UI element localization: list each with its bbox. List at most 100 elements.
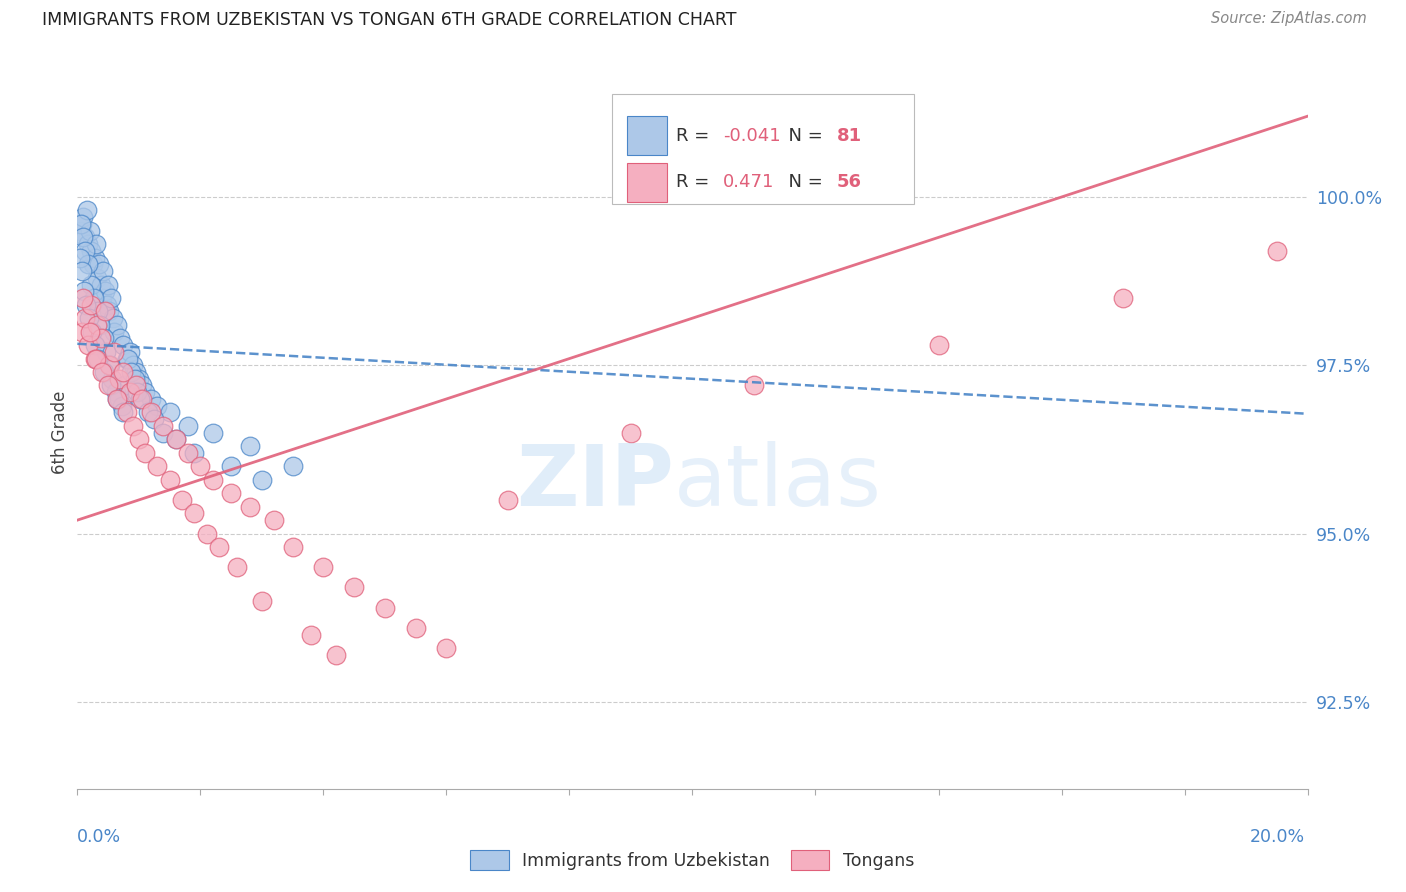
Point (165, 433, 187, 447)
Point (105, 392, 128, 406)
Text: N =: N = (778, 127, 830, 145)
Point (120, 365, 142, 379)
Point (112, 338, 135, 352)
Point (325, 648, 347, 662)
Point (111, 405, 134, 419)
Point (226, 560, 249, 574)
Point (98, 359, 121, 373)
Point (201, 473, 224, 487)
Point (146, 459, 169, 474)
Point (124, 372, 146, 386)
Point (73, 285, 96, 299)
FancyBboxPatch shape (627, 162, 666, 202)
Point (125, 378, 148, 392)
Text: -0.041: -0.041 (723, 127, 780, 145)
Point (117, 351, 139, 366)
Point (928, 338, 950, 352)
Point (128, 372, 150, 386)
Point (91, 264, 114, 278)
Point (75, 244, 97, 258)
Point (177, 418, 200, 433)
Point (496, 492, 519, 507)
Text: 81: 81 (837, 127, 862, 145)
Point (141, 405, 163, 419)
Point (105, 385, 128, 400)
Point (1112, 291, 1135, 305)
Point (77, 311, 100, 326)
Point (90, 365, 114, 379)
Point (131, 392, 153, 406)
Point (129, 392, 152, 406)
Point (90, 331, 112, 345)
Point (103, 325, 125, 339)
Text: 20.0%: 20.0% (1250, 828, 1305, 846)
Point (94, 304, 117, 318)
Point (165, 433, 187, 447)
Point (219, 486, 242, 500)
Point (152, 425, 174, 440)
Point (76, 203, 98, 218)
Text: R =: R = (676, 173, 716, 191)
Point (201, 425, 224, 440)
Point (97, 378, 120, 392)
Point (79, 325, 101, 339)
Point (82, 257, 104, 271)
Point (114, 378, 136, 392)
Text: ZIP: ZIP (516, 441, 673, 524)
Point (239, 500, 262, 514)
Point (299, 627, 322, 641)
Point (73, 230, 96, 244)
Point (82, 325, 104, 339)
Point (125, 385, 148, 400)
Text: atlas: atlas (673, 441, 882, 524)
Point (405, 621, 427, 635)
Point (90, 291, 114, 305)
Point (70, 325, 93, 339)
Point (115, 405, 138, 419)
Text: R =: R = (676, 127, 716, 145)
Text: 56: 56 (837, 173, 862, 191)
Point (83, 251, 105, 265)
Point (159, 473, 181, 487)
Point (89, 318, 111, 332)
Text: IMMIGRANTS FROM UZBEKISTAN VS TONGAN 6TH GRADE CORRELATION CHART: IMMIGRANTS FROM UZBEKISTAN VS TONGAN 6TH… (42, 11, 737, 29)
Point (84, 237, 107, 252)
Point (90, 277, 112, 292)
Point (101, 372, 124, 386)
Point (105, 318, 128, 332)
Point (312, 560, 335, 574)
Point (183, 507, 205, 521)
Point (86, 318, 108, 332)
Point (195, 526, 218, 541)
Point (374, 600, 396, 615)
Point (219, 459, 242, 474)
Point (83, 291, 105, 305)
Point (84, 338, 107, 352)
Point (87, 351, 110, 366)
Point (1265, 244, 1288, 258)
Point (118, 344, 141, 359)
Point (111, 399, 134, 413)
Point (70, 217, 93, 231)
Point (103, 344, 125, 359)
Point (76, 257, 98, 271)
Point (70, 264, 93, 278)
Point (115, 351, 138, 366)
Point (134, 446, 156, 460)
Point (110, 331, 132, 345)
Point (72, 230, 94, 244)
Point (239, 439, 262, 453)
FancyBboxPatch shape (627, 116, 666, 155)
Point (107, 392, 129, 406)
Point (69, 224, 91, 238)
Point (177, 446, 200, 460)
Point (263, 513, 285, 527)
Point (93, 365, 115, 379)
Point (79, 224, 101, 238)
Point (131, 378, 153, 392)
Point (250, 473, 273, 487)
Point (183, 446, 205, 460)
Point (77, 237, 100, 252)
Point (101, 311, 124, 326)
FancyBboxPatch shape (613, 94, 914, 204)
